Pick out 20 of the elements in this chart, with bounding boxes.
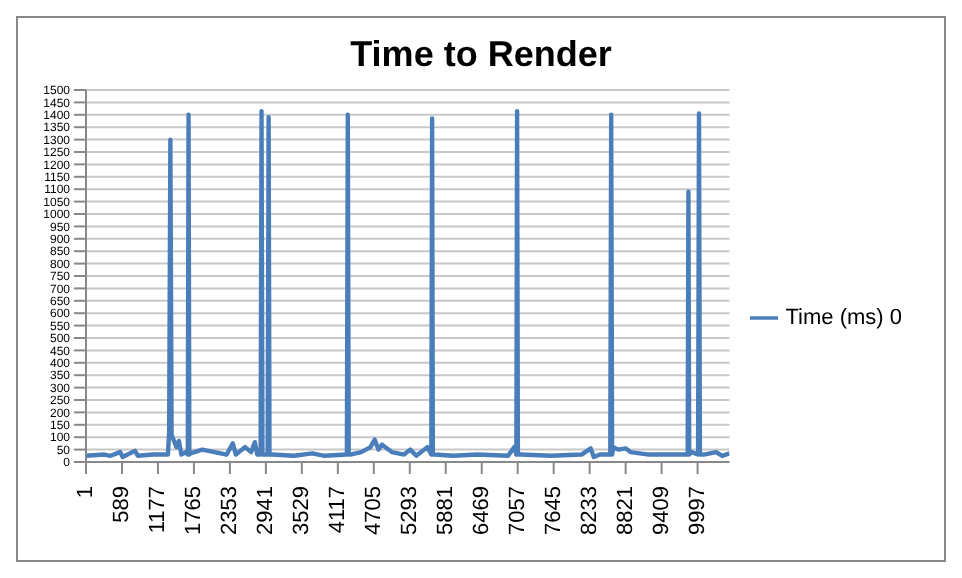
chart-title: Time to Render xyxy=(348,34,614,78)
x-tick-label: 7645 xyxy=(541,486,566,535)
legend-label: Time (ms) 0 xyxy=(785,305,902,330)
x-tick-label: 5881 xyxy=(433,486,458,535)
x-tick-label: 8821 xyxy=(613,486,638,535)
x-tick-label: 4117 xyxy=(325,486,350,534)
x-tick-label: 589 xyxy=(109,486,134,523)
x-tick-label: 1177 xyxy=(145,486,170,534)
x-tick-label: 2941 xyxy=(253,486,278,535)
x-tick-label: 9997 xyxy=(685,486,710,535)
x-tick-label: 3529 xyxy=(289,486,314,535)
x-tick-label: 1765 xyxy=(181,486,206,535)
x-tick-label: 2353 xyxy=(217,486,242,535)
x-tick-label: 7057 xyxy=(505,486,530,535)
x-tick-label: 1 xyxy=(74,486,98,499)
x-tick-label: 6469 xyxy=(469,486,494,535)
x-tick-label: 4705 xyxy=(361,486,386,535)
x-tick-label: 5293 xyxy=(397,486,422,535)
x-tick-label: 9409 xyxy=(649,486,674,535)
x-tick-label: 8233 xyxy=(577,486,602,535)
